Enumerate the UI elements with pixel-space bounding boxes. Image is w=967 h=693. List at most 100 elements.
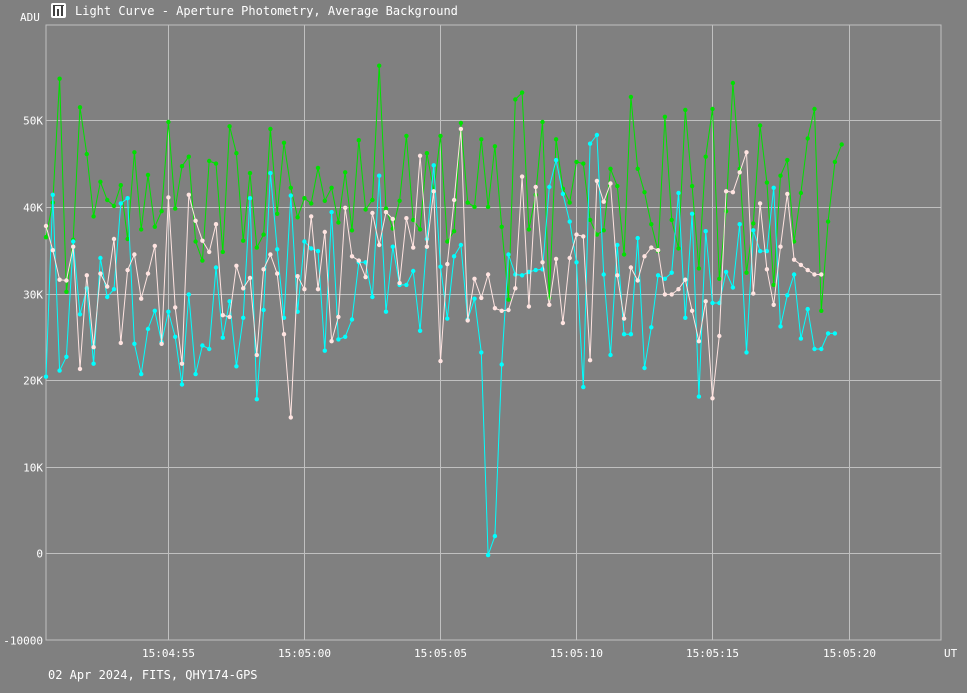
series-point [553, 157, 559, 163]
series-point [594, 132, 600, 138]
series-point [547, 184, 552, 190]
x-tick-label: 15:05:00 [278, 647, 331, 660]
series-point [417, 227, 423, 232]
series-point [98, 179, 103, 184]
series-point [213, 222, 219, 227]
series-point [268, 170, 273, 176]
series-point [513, 97, 518, 102]
series-point [649, 245, 654, 250]
series-point [492, 306, 498, 311]
series-point [764, 248, 770, 254]
series-point [64, 354, 69, 359]
series-point [71, 244, 76, 249]
series-point [615, 242, 620, 248]
series-point [744, 350, 749, 355]
series-point [832, 331, 838, 336]
series-point [492, 144, 498, 149]
series-point [513, 272, 518, 277]
series-point [628, 332, 634, 337]
series-point [533, 184, 538, 190]
series-point [179, 361, 185, 366]
series-point [166, 195, 171, 200]
series-point [43, 374, 49, 379]
series-point [132, 150, 137, 155]
series-point [832, 159, 838, 165]
series-point [547, 302, 552, 307]
series-point [288, 415, 293, 420]
series-point [499, 362, 504, 367]
series-point [771, 185, 776, 190]
series-point [166, 119, 171, 125]
series-point [703, 299, 708, 304]
series-point [717, 333, 722, 339]
series-point [193, 239, 198, 244]
series-point [567, 255, 572, 261]
series-point [649, 325, 654, 330]
series-point [309, 214, 314, 219]
series-point [812, 106, 817, 112]
series-point [349, 317, 355, 322]
series-point [574, 260, 579, 265]
series-point [601, 272, 606, 277]
series-point [819, 308, 824, 313]
series-point [247, 275, 253, 281]
series-point [472, 296, 477, 301]
series-point [628, 265, 634, 270]
series-point [744, 270, 749, 275]
series-point [295, 309, 300, 314]
series-point [621, 332, 627, 337]
series-point [261, 267, 266, 272]
series-point [254, 352, 259, 358]
series-point [105, 294, 110, 300]
series-point [764, 267, 770, 272]
series-point [57, 368, 62, 373]
series-point [302, 239, 307, 244]
series-2 [43, 126, 824, 420]
light-curve-app-icon[interactable] [51, 3, 66, 18]
series-point [757, 201, 763, 206]
series-point [445, 261, 450, 267]
series-point [465, 200, 470, 205]
title-bar: Light Curve - Aperture Photometry, Avera… [0, 0, 967, 24]
series-line [45, 65, 843, 311]
series-point [173, 305, 178, 310]
series-point [424, 244, 430, 249]
series-point [261, 232, 266, 237]
series-point [111, 287, 117, 292]
series-point [363, 207, 368, 212]
series-point [111, 236, 117, 242]
series-point [723, 189, 729, 194]
series-point [336, 337, 341, 342]
series-point [329, 209, 334, 215]
series-point [649, 222, 654, 227]
series-point [533, 267, 538, 273]
series-point [125, 196, 130, 201]
series-point [43, 235, 49, 240]
series-point [91, 214, 96, 219]
series-point [594, 178, 600, 184]
series-point [615, 183, 620, 189]
series-point [383, 206, 389, 211]
series-point [560, 320, 566, 326]
series-point [642, 365, 647, 371]
series-point [479, 137, 484, 142]
series-point [281, 315, 287, 320]
series-point [485, 552, 491, 558]
series-point [587, 358, 593, 363]
series-point [200, 343, 205, 348]
series-0 [43, 63, 844, 313]
series-point [186, 154, 191, 159]
series-point [152, 243, 157, 249]
series-point [57, 277, 62, 282]
series-point [683, 315, 688, 320]
series-point [615, 273, 620, 278]
series-point [173, 334, 178, 339]
series-point [118, 201, 124, 206]
series-point [669, 217, 674, 223]
series-point [825, 219, 831, 224]
series-point [254, 245, 259, 250]
series-point [343, 334, 348, 339]
series-point [506, 307, 511, 313]
x-tick-label: 15:05:05 [414, 647, 467, 660]
